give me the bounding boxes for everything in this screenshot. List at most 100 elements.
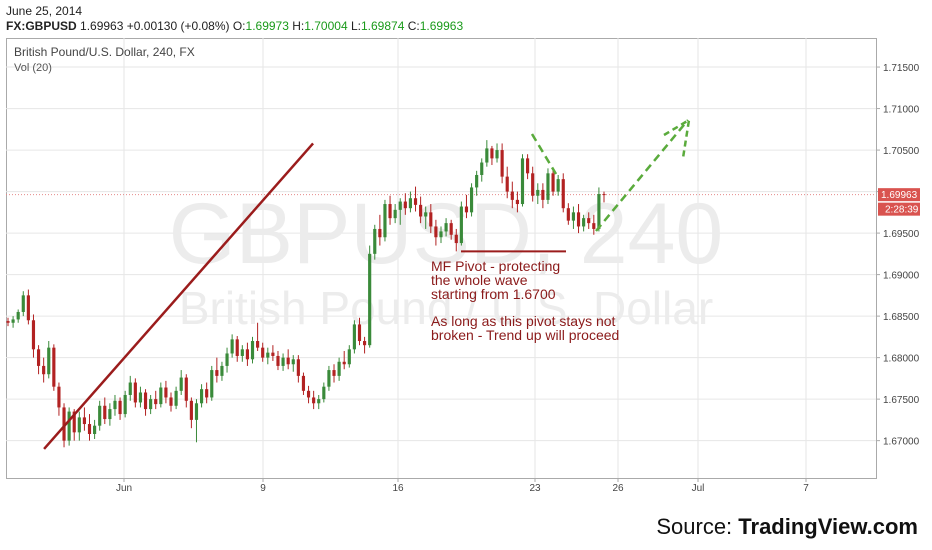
candle-body bbox=[337, 361, 341, 376]
candle-body bbox=[276, 355, 280, 366]
candle-body bbox=[352, 324, 356, 350]
candle-body bbox=[332, 370, 336, 376]
candle-body bbox=[597, 194, 601, 229]
candle-body bbox=[159, 387, 163, 405]
candle-body bbox=[582, 218, 586, 227]
candle-body bbox=[566, 208, 570, 221]
price-tag bbox=[878, 188, 920, 202]
candle-body bbox=[225, 353, 229, 366]
candle-body bbox=[296, 359, 300, 376]
candle-body bbox=[347, 349, 351, 365]
price-tag-label: 1.69963 bbox=[881, 190, 918, 201]
candle-body bbox=[179, 377, 183, 391]
candle-body bbox=[301, 375, 306, 391]
time-tag-label: 2:28:39 bbox=[885, 205, 919, 216]
low-label: L: bbox=[350, 19, 361, 33]
candle-body bbox=[439, 231, 443, 238]
candle-body bbox=[123, 394, 127, 415]
chart-title: British Pound/U.S. Dollar, 240, FX bbox=[14, 45, 195, 59]
time-tag bbox=[878, 202, 920, 216]
candle-body bbox=[434, 226, 438, 238]
candle-body bbox=[189, 400, 193, 420]
forecast-segment-up bbox=[595, 119, 689, 232]
watermark: GBPUSD, 240 British Pound / U.S. Dollar bbox=[169, 186, 723, 334]
candle-body bbox=[261, 347, 265, 358]
price-tags: 1.69963 2:28:39 bbox=[878, 188, 920, 216]
candle-body bbox=[291, 359, 295, 365]
candle-body bbox=[424, 212, 428, 217]
candles bbox=[6, 140, 606, 448]
candle-body bbox=[215, 370, 219, 376]
chart-frame[interactable]: GBPUSD, 240 British Pound / U.S. Dollar … bbox=[6, 38, 926, 508]
close-value: 1.69963 bbox=[419, 19, 464, 33]
annotation-line-2: the whole wave bbox=[431, 272, 528, 288]
candle-body bbox=[413, 198, 418, 205]
candle-body bbox=[541, 189, 545, 200]
candle-body bbox=[490, 148, 494, 159]
forecast-arrow bbox=[530, 117, 691, 232]
candle-body bbox=[72, 411, 76, 433]
candle-body bbox=[93, 425, 97, 434]
candle-body bbox=[363, 341, 367, 346]
candle-body bbox=[205, 389, 209, 398]
candle-body bbox=[62, 407, 66, 441]
candle-body bbox=[510, 191, 514, 200]
candle-body bbox=[21, 295, 25, 312]
x-tick-label: 16 bbox=[392, 483, 404, 494]
candle-body bbox=[403, 201, 407, 209]
price-change: +0.00130 (+0.08%) bbox=[126, 19, 230, 33]
candle-body bbox=[373, 228, 377, 254]
candle-body bbox=[210, 370, 214, 398]
candle-body bbox=[16, 311, 20, 320]
x-tick-label: 9 bbox=[260, 483, 266, 494]
candle-body bbox=[322, 386, 326, 400]
quote-bar: FX:GBPUSD 1.69963 +0.00130 (+0.08%) O:1.… bbox=[6, 19, 463, 33]
candle-body bbox=[67, 411, 71, 441]
candle-body bbox=[576, 212, 581, 227]
candle-body bbox=[220, 365, 224, 376]
candle-body bbox=[42, 365, 46, 375]
candle-body bbox=[520, 158, 525, 205]
candle-body bbox=[6, 321, 10, 323]
candle-body bbox=[108, 409, 112, 420]
candle-body bbox=[378, 228, 382, 238]
symbol-label[interactable]: FX:GBPUSD bbox=[6, 19, 77, 33]
candle-body bbox=[118, 400, 122, 415]
y-tick-label: 1.71000 bbox=[883, 105, 920, 116]
candle-body bbox=[26, 295, 30, 321]
candle-body bbox=[281, 357, 285, 366]
x-axis: Jun 9 16 23 26 Jul 7 bbox=[116, 478, 809, 494]
candle-body bbox=[419, 204, 423, 217]
candle-body bbox=[480, 162, 484, 175]
candle-body bbox=[592, 223, 596, 229]
candle-body bbox=[154, 399, 158, 405]
pivot-annotation: MF Pivot - protecting the whole wave sta… bbox=[431, 258, 619, 343]
candle-body bbox=[393, 209, 397, 219]
y-tick-label: 1.68000 bbox=[883, 354, 920, 365]
candle-body bbox=[357, 324, 362, 342]
candle-body bbox=[286, 357, 290, 365]
candle-body bbox=[327, 370, 331, 387]
y-tick-label: 1.69000 bbox=[883, 271, 920, 282]
candle-body bbox=[98, 405, 102, 426]
candle-body bbox=[571, 212, 576, 221]
y-axis: 1.715001.710001.705001.700001.695001.690… bbox=[876, 63, 920, 448]
candle-body bbox=[444, 223, 448, 232]
close-label: C: bbox=[407, 19, 420, 33]
candle-body bbox=[526, 158, 530, 174]
candle-body bbox=[551, 173, 555, 192]
high-value: 1.70004 bbox=[304, 19, 348, 33]
candle-body bbox=[475, 174, 479, 188]
candle-body bbox=[306, 390, 311, 398]
candle-body bbox=[602, 194, 606, 196]
candle-body bbox=[164, 387, 168, 398]
candle-body bbox=[36, 349, 41, 366]
forecast-segment-down bbox=[530, 133, 558, 175]
candle-body bbox=[317, 399, 321, 404]
candle-body bbox=[235, 339, 239, 356]
price-chart[interactable]: GBPUSD, 240 British Pound / U.S. Dollar … bbox=[6, 38, 926, 508]
annotation-line-5: broken - Trend up will proceed bbox=[431, 327, 619, 343]
source-prefix: Source: bbox=[656, 514, 739, 539]
annotation-line-1: MF Pivot - protecting bbox=[431, 258, 560, 274]
candle-body bbox=[271, 352, 275, 356]
